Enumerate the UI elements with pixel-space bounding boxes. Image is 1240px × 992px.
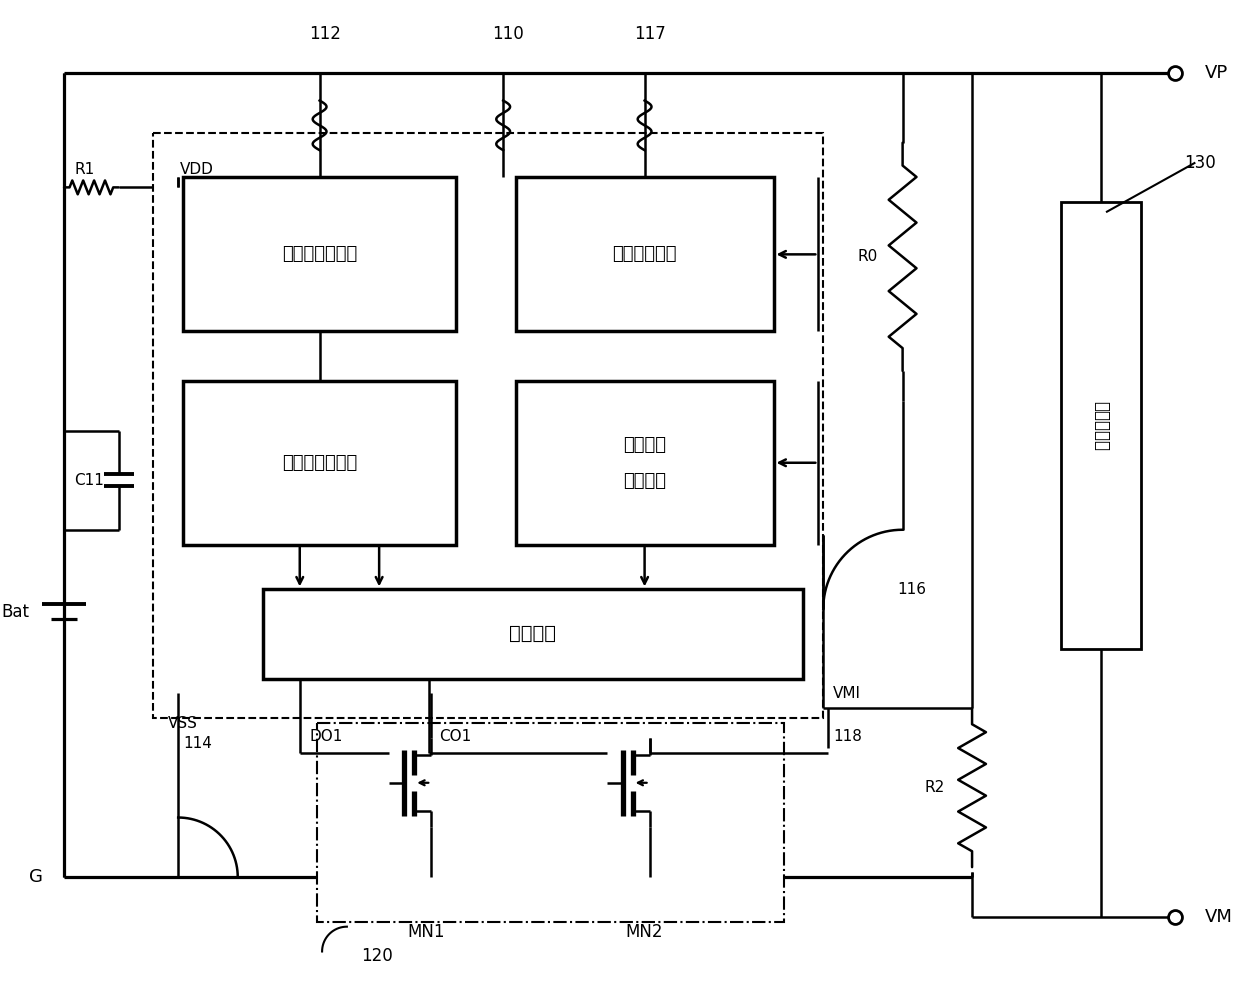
Bar [184, 178, 456, 331]
Text: 117: 117 [634, 25, 666, 43]
Bar [154, 133, 823, 718]
Bar [184, 381, 456, 545]
Text: 118: 118 [833, 729, 862, 744]
Bar [317, 723, 784, 922]
Text: 充电过流: 充电过流 [622, 435, 666, 454]
Text: 控制电路: 控制电路 [510, 624, 557, 644]
Text: VSS: VSS [169, 716, 198, 731]
Text: 112: 112 [309, 25, 341, 43]
Text: 过充电检测电路: 过充电检测电路 [281, 245, 357, 263]
Text: MN2: MN2 [626, 923, 663, 940]
Text: 检测电路: 检测电路 [622, 471, 666, 490]
Text: DO1: DO1 [310, 729, 343, 744]
Bar [1061, 202, 1141, 649]
Text: MN1: MN1 [408, 923, 445, 940]
Text: R1: R1 [74, 162, 94, 177]
Text: 116: 116 [898, 581, 926, 597]
Text: G: G [30, 868, 43, 886]
Text: 短路检测电路: 短路检测电路 [613, 245, 677, 263]
Bar [516, 178, 774, 331]
Text: 130: 130 [1184, 154, 1216, 172]
Text: R2: R2 [924, 781, 945, 796]
Text: 114: 114 [184, 736, 212, 751]
Text: 电池充电器: 电池充电器 [1092, 401, 1110, 450]
Text: VP: VP [1205, 64, 1229, 82]
Bar [263, 589, 804, 679]
Text: VMI: VMI [833, 686, 861, 701]
Text: 过放电检测电路: 过放电检测电路 [281, 453, 357, 472]
Text: VM: VM [1205, 908, 1233, 926]
Text: 110: 110 [492, 25, 525, 43]
Text: VDD: VDD [180, 162, 215, 177]
Text: 120: 120 [361, 947, 393, 965]
Text: R0: R0 [858, 249, 878, 264]
Bar [516, 381, 774, 545]
Text: C11: C11 [74, 472, 104, 488]
Text: CO1: CO1 [439, 729, 471, 744]
Text: Bat: Bat [1, 602, 30, 621]
